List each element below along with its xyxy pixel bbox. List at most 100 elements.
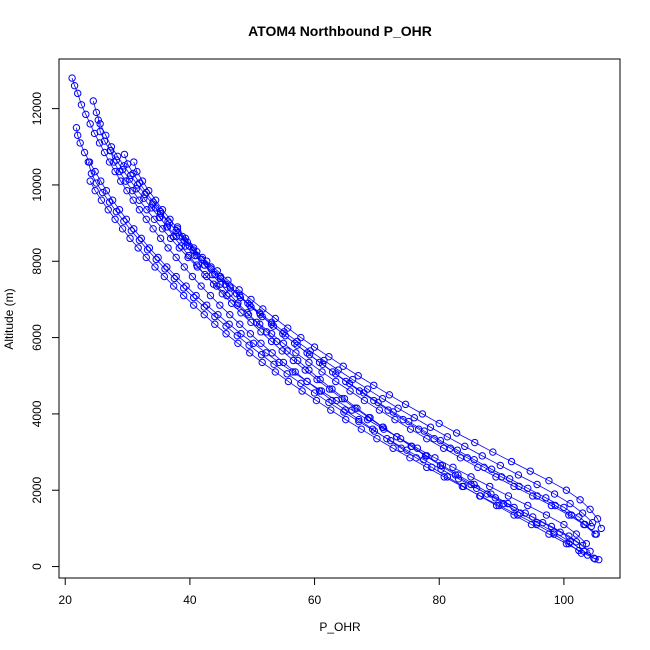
data-point	[105, 158, 114, 166]
data-point	[275, 358, 283, 367]
data-point	[257, 351, 266, 359]
data-point	[391, 415, 399, 424]
data-series	[89, 97, 605, 533]
data-point	[283, 370, 291, 378]
data-point	[414, 425, 423, 433]
data-point	[87, 169, 96, 178]
data-point	[317, 387, 326, 395]
data-point	[206, 291, 215, 300]
data-point	[177, 242, 185, 250]
data-point	[151, 204, 160, 212]
data-point	[486, 482, 494, 491]
data-point	[211, 312, 219, 321]
data-point	[580, 547, 588, 555]
data-point	[312, 396, 321, 405]
data-point	[166, 215, 174, 223]
data-point	[355, 387, 364, 395]
data-point	[208, 270, 217, 279]
data-point	[551, 501, 559, 510]
data-point	[396, 435, 405, 443]
data-point	[310, 343, 319, 351]
y-tick-label: 4000	[30, 400, 44, 427]
data-point	[269, 322, 278, 330]
data-point	[156, 234, 165, 243]
data-point	[363, 385, 372, 393]
data-point	[446, 444, 455, 452]
data-point	[246, 349, 254, 357]
data-point	[104, 206, 112, 214]
data-point	[179, 291, 188, 300]
data-point	[345, 379, 354, 388]
data-point	[533, 480, 541, 489]
data-point	[524, 484, 532, 493]
data-point	[443, 433, 452, 441]
data-point	[188, 272, 197, 281]
data-point	[449, 463, 457, 472]
data-point	[375, 406, 384, 414]
data-point	[418, 410, 427, 418]
data-point	[72, 123, 81, 132]
data-point	[590, 554, 598, 562]
data-point	[373, 435, 381, 443]
data-point	[567, 511, 576, 519]
data-point	[156, 209, 165, 218]
data-point	[246, 330, 255, 338]
data-point	[591, 555, 599, 563]
data-point	[236, 291, 244, 300]
data-point	[407, 442, 415, 451]
data-point	[257, 339, 265, 348]
data-point	[436, 461, 445, 470]
data-point	[386, 436, 395, 445]
data-point	[179, 284, 188, 292]
data-point	[399, 415, 407, 424]
data-point	[262, 349, 270, 357]
data-point	[74, 89, 82, 98]
data-point	[342, 377, 350, 386]
chart-title: ATOM4 Northbound P_OHR	[248, 23, 432, 39]
data-point	[566, 538, 574, 546]
data-point	[565, 539, 573, 548]
data-point	[86, 120, 94, 128]
data-point	[258, 358, 266, 367]
data-point	[491, 494, 500, 502]
data-point	[193, 251, 201, 260]
data-point	[257, 328, 265, 336]
data-point	[216, 280, 225, 288]
data-point	[221, 280, 230, 288]
data-point	[327, 406, 335, 414]
data-point	[135, 196, 144, 204]
data-point	[504, 499, 512, 508]
data-point	[76, 139, 84, 147]
data-point	[366, 414, 374, 422]
data-point	[545, 530, 553, 538]
data-point	[151, 196, 160, 204]
data-point	[158, 225, 167, 233]
data-point	[117, 177, 125, 185]
data-point	[542, 511, 551, 519]
data-point	[495, 501, 503, 510]
data-point	[125, 175, 134, 183]
data-point	[182, 282, 190, 290]
data-point	[115, 167, 124, 176]
data-point	[389, 444, 397, 452]
data-point	[267, 337, 276, 346]
data-point	[360, 396, 369, 405]
data-point	[234, 299, 242, 307]
data-point	[357, 425, 366, 433]
data-point	[278, 347, 286, 355]
data-point	[143, 246, 152, 254]
data-point	[406, 425, 415, 433]
data-point	[346, 387, 354, 395]
data-point	[533, 492, 541, 500]
series-line	[92, 100, 602, 529]
x-axis: 20 40 60 80 100	[59, 578, 574, 607]
data-point	[192, 291, 200, 300]
y-tick-label: 12000	[30, 92, 44, 126]
data-point	[158, 206, 167, 214]
data-series	[173, 223, 599, 563]
data-point	[270, 360, 278, 368]
data-point	[403, 446, 411, 454]
data-point	[325, 385, 334, 393]
data-point	[499, 499, 508, 508]
data-point	[77, 101, 86, 109]
